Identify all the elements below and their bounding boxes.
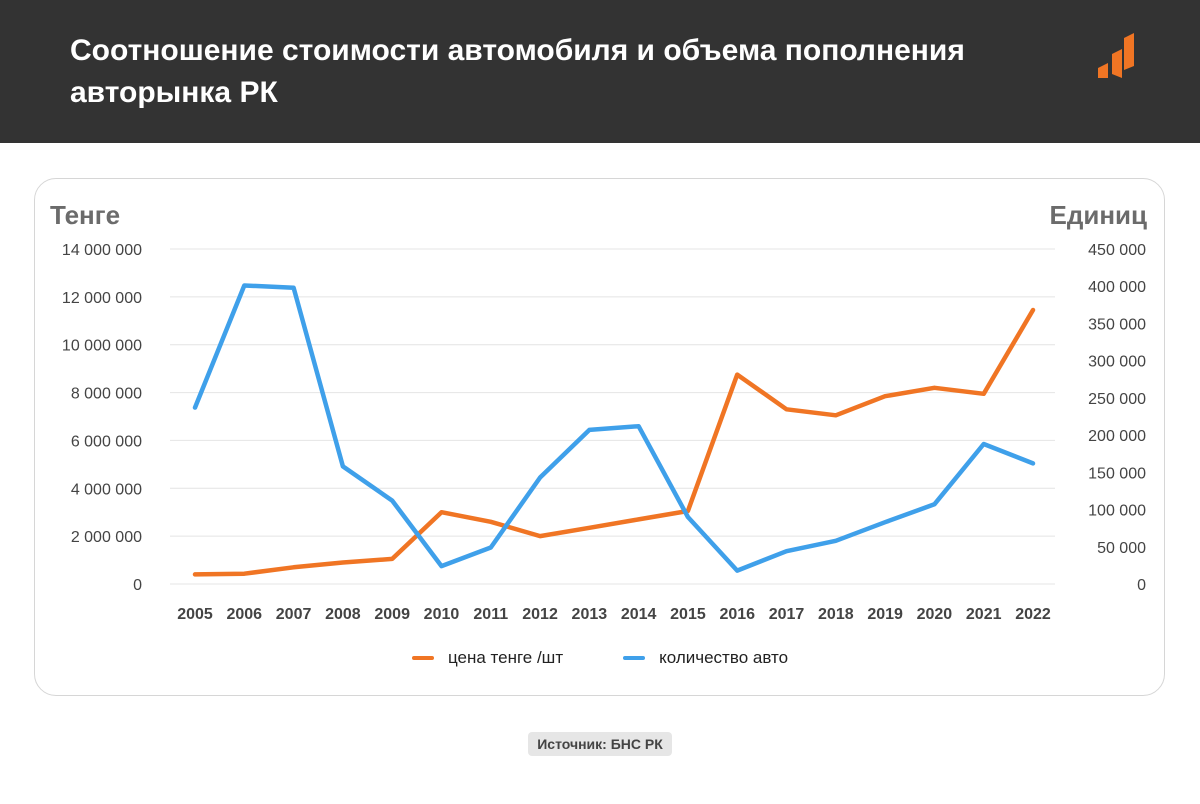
x-tick-label: 2019	[867, 606, 903, 623]
legend-item-count: количество авто	[623, 648, 788, 668]
y-right-tick-label: 250 000	[1088, 391, 1146, 408]
y-left-axis-label: Тенге	[50, 200, 121, 230]
y-left-tick-label: 14 000 000	[62, 242, 142, 259]
x-tick-label: 2008	[325, 606, 361, 623]
y-right-tick-label: 450 000	[1088, 242, 1146, 259]
y-right-tick-label: 200 000	[1088, 428, 1146, 445]
legend-swatch-count	[623, 656, 646, 660]
legend-swatch-price	[411, 656, 434, 660]
series-line-price	[192, 307, 1036, 577]
x-tick-label: 2018	[818, 606, 854, 623]
page-title: Соотношение стоимости автомобиля и объем…	[70, 34, 965, 109]
y-right-tick-label: 50 000	[1097, 540, 1146, 557]
y-right-tick-label: 100 000	[1088, 503, 1146, 520]
y-left-tick-label: 2 000 000	[71, 529, 142, 546]
x-tick-label: 2016	[719, 606, 755, 623]
y-right-tick-label: 350 000	[1088, 316, 1146, 333]
legend-label-count: количество авто	[659, 648, 789, 667]
y-right-tick-label: 150 000	[1088, 465, 1146, 482]
x-tick-label: 2010	[424, 606, 460, 623]
chart-card	[34, 178, 1165, 696]
x-tick-label: 2014	[621, 606, 657, 623]
y-right-tick-label: 300 000	[1088, 354, 1146, 371]
x-tick-label: 2013	[572, 606, 608, 623]
y-right-tick-label: 0	[1137, 577, 1146, 594]
logo-icon	[1098, 33, 1134, 78]
y-left-tick-label: 0	[133, 577, 142, 594]
y-left-tick-label: 4 000 000	[71, 481, 142, 498]
x-tick-label: 2007	[276, 606, 312, 623]
header-bar: Соотношение стоимости автомобиля и объем…	[0, 0, 1200, 143]
source-badge: Источник: БНС РК	[528, 732, 672, 756]
x-tick-label: 2022	[1015, 606, 1051, 623]
y-left-tick-label: 8 000 000	[71, 386, 142, 403]
y-left-tick-label: 10 000 000	[62, 338, 142, 355]
x-tick-label: 2009	[374, 606, 410, 623]
x-tick-label: 2017	[769, 606, 805, 623]
series-line-count	[192, 283, 1036, 573]
x-tick-label: 2015	[670, 606, 706, 623]
x-tick-label: 2011	[473, 606, 508, 623]
y-right-tick-label: 400 000	[1088, 279, 1146, 296]
x-tick-label: 2005	[177, 606, 213, 623]
x-tick-label: 2006	[226, 606, 262, 623]
x-tick-label: 2021	[966, 606, 1002, 623]
y-left-tick-label: 12 000 000	[62, 290, 142, 307]
y-right-axis-label: Единиц	[1049, 200, 1148, 230]
legend-item-price: цена тенге /шт	[411, 648, 564, 668]
x-tick-label: 2012	[522, 606, 558, 623]
y-left-tick-label: 6 000 000	[71, 433, 142, 450]
chart-legend: цена тенге /шт количество авто	[0, 648, 1200, 668]
x-tick-label: 2020	[917, 606, 953, 623]
legend-label-price: цена тенге /шт	[447, 648, 564, 667]
